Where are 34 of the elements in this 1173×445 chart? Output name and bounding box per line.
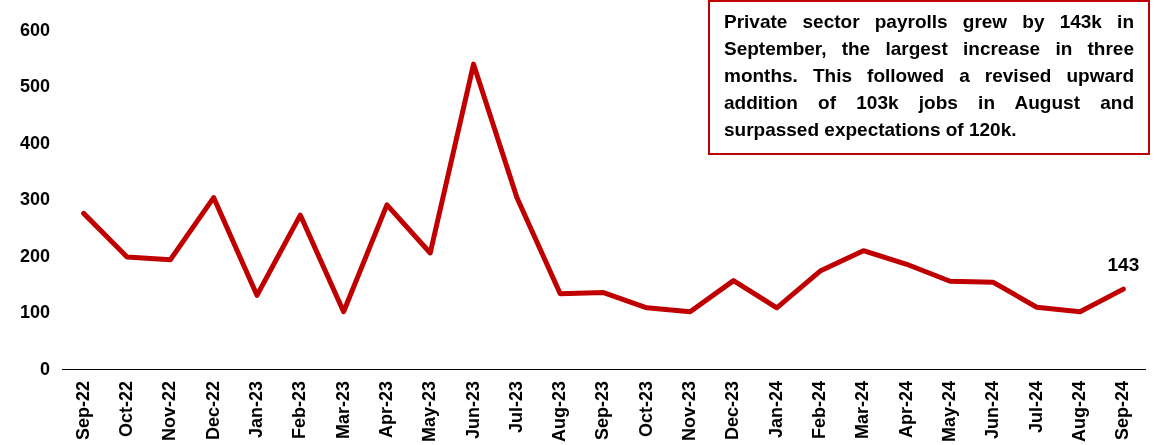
x-tick-label: Sep-24 — [1112, 380, 1133, 440]
x-tick-label: Feb-23 — [289, 380, 310, 439]
x-tick-label: May-24 — [939, 380, 960, 442]
x-tick-label: Aug-23 — [549, 380, 570, 442]
x-tick-label: Aug-24 — [1068, 380, 1089, 442]
x-tick-label: Jul-23 — [505, 380, 526, 433]
x-tick-label: Mar-24 — [852, 380, 873, 439]
x-tick-label: Oct-22 — [115, 380, 136, 437]
x-tick-label: May-23 — [419, 380, 440, 442]
x-tick-label: Mar-23 — [332, 380, 353, 439]
x-tick-label: Oct-23 — [635, 380, 656, 437]
x-tick-label: Jan-23 — [245, 380, 266, 439]
y-tick-label: 300 — [19, 189, 51, 210]
x-tick-label: Apr-24 — [895, 380, 916, 438]
x-tick-label: Dec-23 — [722, 380, 743, 441]
x-tick-label: Apr-23 — [375, 380, 396, 438]
y-tick-label: 200 — [19, 245, 51, 266]
x-tick-label: Nov-22 — [159, 380, 180, 441]
x-tick-label: Feb-24 — [809, 380, 830, 439]
y-tick-label: 400 — [19, 132, 51, 153]
x-tick-label: Jan-24 — [765, 380, 786, 439]
x-tick-label: Sep-22 — [72, 380, 93, 440]
y-tick-label: 100 — [19, 302, 51, 323]
x-tick-label: Sep-23 — [592, 380, 613, 440]
x-tick-label: Jun-23 — [462, 380, 483, 439]
x-tick-label: Jun-24 — [982, 380, 1003, 439]
x-tick-label: Dec-22 — [202, 380, 223, 441]
data-label: 143 — [1107, 253, 1140, 275]
x-tick-label: Nov-23 — [679, 380, 700, 441]
annotation: Private sector payrolls grew by 143k in September, the largest increase in three months. This followed a revised upward addition of 103k jobs in August and surpassed expectations of 120k. — [708, 0, 1150, 155]
y-tick-label: 500 — [19, 76, 51, 97]
y-tick-label: 0 — [40, 358, 51, 379]
x-tick-label: Jul-24 — [1025, 380, 1046, 433]
y-tick-label: 600 — [19, 19, 51, 40]
